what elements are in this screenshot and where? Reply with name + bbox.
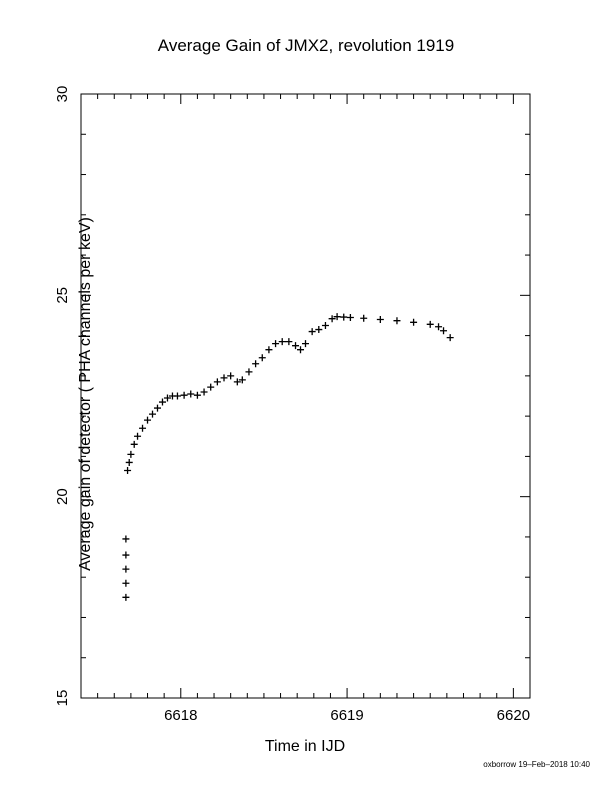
- data-point: [139, 424, 147, 432]
- data-point: [233, 378, 241, 386]
- data-point: [149, 410, 157, 418]
- y-tick-label: 25: [54, 287, 71, 304]
- data-point: [125, 458, 133, 466]
- data-point: [134, 432, 142, 440]
- data-point: [258, 354, 266, 362]
- data-point: [340, 313, 348, 321]
- data-point: [292, 342, 300, 350]
- x-tick-label: 6620: [497, 707, 530, 724]
- axis-tick-labels: 6618 6619 6620 15 20 25 30: [54, 86, 530, 724]
- data-point: [346, 313, 354, 321]
- data-point: [187, 390, 195, 398]
- data-point: [173, 392, 181, 400]
- axis-ticks: [80, 93, 531, 699]
- data-point: [265, 346, 273, 354]
- data-point: [122, 551, 130, 559]
- data-point: [238, 376, 246, 384]
- y-tick-label: 20: [54, 488, 71, 505]
- x-axis-label: Time in IJD: [264, 738, 346, 755]
- data-point: [440, 327, 448, 335]
- data-point: [376, 315, 384, 323]
- data-point: [278, 338, 286, 346]
- data-point: [426, 320, 434, 328]
- data-point: [144, 416, 152, 424]
- y-axis-label: Average gain of detector ( PHA channels …: [77, 217, 94, 571]
- data-point: [127, 450, 135, 458]
- data-point: [163, 394, 171, 402]
- data-point: [321, 322, 329, 330]
- data-point: [302, 340, 309, 348]
- y-tick-label: 15: [54, 690, 71, 707]
- data-point: [122, 579, 130, 587]
- data-point: [252, 360, 260, 368]
- data-point: [446, 334, 454, 342]
- data-point: [435, 323, 443, 331]
- data-point: [153, 404, 161, 412]
- data-point: [122, 535, 130, 543]
- data-point: [124, 466, 132, 474]
- data-points: [122, 313, 454, 601]
- x-tick-label: 6618: [164, 707, 197, 724]
- data-point: [122, 593, 130, 601]
- data-point: [245, 368, 253, 376]
- data-point: [207, 383, 215, 391]
- data-point: [333, 313, 341, 321]
- data-point: [285, 338, 293, 346]
- y-tick-label: 30: [54, 86, 71, 103]
- data-point: [360, 314, 368, 322]
- data-point: [220, 374, 228, 382]
- x-tick-label: 6619: [330, 707, 363, 724]
- data-point: [315, 326, 323, 334]
- data-point: [200, 388, 208, 396]
- data-point: [410, 318, 418, 326]
- data-point: [122, 565, 130, 573]
- data-point: [193, 391, 201, 399]
- data-point: [328, 315, 336, 323]
- data-point: [180, 391, 188, 399]
- data-point: [130, 440, 138, 448]
- data-point: [213, 378, 221, 386]
- data-point: [227, 372, 235, 380]
- data-point: [272, 340, 280, 348]
- chart-title: Average Gain of JMX2, revolution 1919: [157, 36, 455, 55]
- footer-stamp: oxborrow 19–Feb–2018 10:40: [483, 760, 590, 769]
- plot-frame: [80, 93, 531, 699]
- data-point: [308, 328, 316, 336]
- data-point: [393, 317, 401, 325]
- data-point: [297, 346, 305, 354]
- data-point: [158, 398, 166, 406]
